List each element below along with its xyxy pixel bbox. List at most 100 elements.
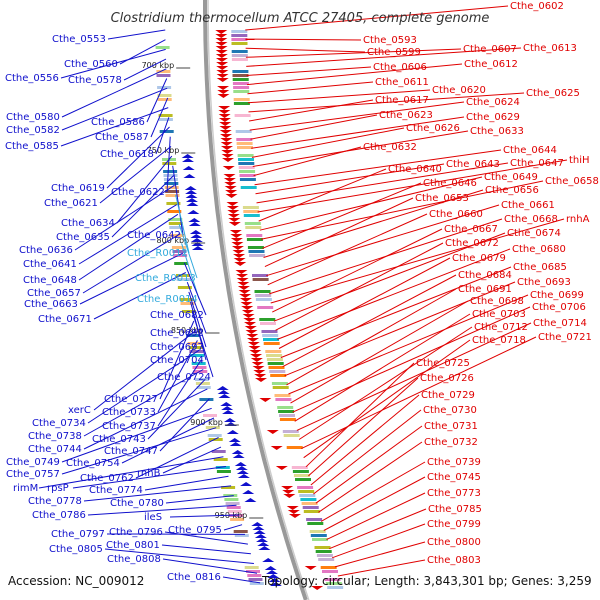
reverse-gene-arrow <box>258 546 271 550</box>
forward-gene-arrow <box>247 342 260 346</box>
right-gene-label: Cthe_0726 <box>420 373 474 384</box>
forward-gene-arrow <box>217 94 230 98</box>
cog-box-inner <box>181 310 196 313</box>
cog-box-outer <box>247 246 264 249</box>
left-gene-label: Cthe_0733 <box>102 407 156 418</box>
reverse-gene-arrow <box>229 442 242 446</box>
cog-box-inner <box>234 534 249 537</box>
right-connector-line <box>334 541 426 568</box>
left-connector-line <box>135 436 219 479</box>
cog-box-outer <box>270 374 287 377</box>
cog-box-outer <box>322 570 338 573</box>
cog-box-outer <box>265 350 282 353</box>
cog-box-outer <box>275 398 292 401</box>
genome-summary-text: Topology: circular; Length: 3,843,301 bp… <box>261 574 592 588</box>
right-connector-line <box>245 5 509 31</box>
left-gene-label: Cthe_0560 <box>64 59 118 70</box>
left-label-connectors <box>38 29 261 584</box>
right-gene-label: Cthe_0620 <box>432 85 486 96</box>
reverse-gene-arrow <box>222 410 235 414</box>
kbp-label: 850 kbp <box>171 326 204 335</box>
cog-box-outer <box>242 206 259 209</box>
left-connector-line <box>188 291 207 348</box>
cog-box-outer <box>249 254 266 257</box>
right-gene-label: Cthe_0602 <box>510 1 564 12</box>
cog-box-inner <box>190 354 205 357</box>
right-gene-label: Cthe_0803 <box>427 555 481 566</box>
cog-box-inner <box>233 530 248 533</box>
right-connector-line <box>246 63 463 86</box>
forward-gene-arrow <box>244 326 257 330</box>
forward-gene-arrow <box>221 150 234 154</box>
left-gene-label: Cthe_0587 <box>95 132 149 143</box>
right-connector-line <box>266 204 500 277</box>
reverse-gene-arrow <box>254 534 267 538</box>
cog-box-inner <box>199 398 214 401</box>
forward-gene-arrow <box>215 30 228 34</box>
cog-box-outer <box>262 334 279 337</box>
cog-box-outer <box>266 358 283 361</box>
right-gene-label: Cthe_0679 <box>452 253 506 264</box>
left-gene-label: Cthe_0774 <box>89 485 143 496</box>
right-connector-line <box>251 116 465 149</box>
cog-box-inner <box>230 518 245 521</box>
forward-gene-arrow <box>311 586 324 590</box>
reverse-gene-arrow <box>240 482 253 486</box>
forward-gene-arrow <box>217 90 230 94</box>
right-connector-line <box>272 228 443 313</box>
right-gene-label: Cthe_0633 <box>470 126 524 137</box>
cog-box-outer <box>252 274 268 277</box>
forward-gene-arrow <box>218 110 231 114</box>
right-gene-label: Cthe_0731 <box>424 421 478 432</box>
right-gene-label: Cthe_0730 <box>423 405 477 416</box>
right-gene-label: Cthe_0706 <box>532 302 586 313</box>
cog-box-inner <box>156 70 171 73</box>
reverse-gene-arrow <box>217 390 230 394</box>
cog-box-outer <box>231 58 248 61</box>
left-gene-label: ileS <box>144 512 162 523</box>
right-gene-label: rnhA <box>566 214 590 225</box>
cog-box-inner <box>244 566 259 569</box>
forward-gene-arrow <box>217 86 230 90</box>
right-connector-line <box>250 114 378 140</box>
cog-box-outer <box>297 486 314 489</box>
cog-box-inner <box>176 278 191 281</box>
reverse-gene-arrow <box>235 466 248 470</box>
left-gene-label: Cthe_0786 <box>32 510 86 521</box>
reverse-gene-arrow <box>269 582 282 586</box>
forward-gene-arrow <box>216 62 229 66</box>
cog-box-inner <box>249 582 264 585</box>
forward-gene-arrow <box>225 194 238 198</box>
reverse-gene-arrow <box>262 558 275 562</box>
cog-box-outer <box>325 582 342 585</box>
reverse-gene-arrow <box>181 158 194 162</box>
accession-text: Accession: NC_009012 <box>8 574 144 588</box>
left-gene-label: Cthe_0585 <box>5 141 59 152</box>
cog-box-outer <box>272 386 289 389</box>
cog-box-outer <box>292 470 309 473</box>
forward-gene-arrow <box>233 254 246 258</box>
cog-box-inner <box>171 246 186 249</box>
right-connector-line <box>251 127 405 158</box>
forward-gene-arrow <box>228 218 241 222</box>
forward-gene-arrow <box>248 346 261 350</box>
left-gene-label: Cthe_0724 <box>157 372 211 383</box>
right-connector-line <box>313 409 422 495</box>
right-connector-line <box>278 257 451 349</box>
right-connector-line <box>245 47 366 53</box>
cog-box-inner <box>165 194 180 197</box>
forward-gene-arrow <box>218 106 231 110</box>
right-connector-line <box>264 197 414 268</box>
right-connector-line <box>331 523 426 559</box>
cog-box-inner <box>215 466 230 469</box>
reverse-gene-arrow <box>185 190 198 194</box>
right-gene-label: Cthe_0714 <box>533 318 587 329</box>
cog-box-inner <box>172 250 187 253</box>
forward-gene-arrow <box>242 314 255 318</box>
right-gene-label: Cthe_0693 <box>517 277 571 288</box>
cog-box-inner <box>173 254 188 257</box>
cog-box-inner <box>158 114 173 117</box>
cog-box-outer <box>233 102 250 105</box>
left-gene-label: Cthe_0619 <box>51 183 105 194</box>
cog-box-inner <box>208 438 223 441</box>
